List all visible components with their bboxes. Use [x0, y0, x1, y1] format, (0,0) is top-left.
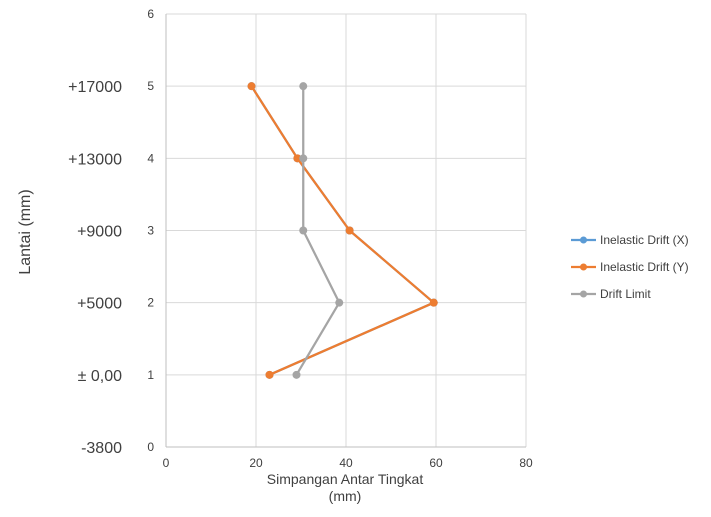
y-tick-label: 0	[147, 440, 154, 454]
legend-item: Inelastic Drift (Y)	[571, 260, 689, 274]
legend-label: Inelastic Drift (Y)	[600, 260, 689, 274]
x-tick-label: 80	[519, 456, 533, 470]
y-tick-label: 3	[147, 224, 154, 238]
floor-label: +5000	[77, 296, 122, 313]
x-axis-label-line: (mm)	[329, 488, 362, 504]
data-point	[265, 370, 274, 379]
data-point	[335, 298, 344, 307]
data-point	[292, 370, 301, 379]
gridlines	[166, 13, 527, 447]
data-point	[247, 82, 256, 91]
floor-label: +9000	[77, 224, 122, 241]
data-point	[429, 298, 438, 307]
data-point	[299, 82, 308, 91]
floor-label: ± 0,00	[78, 368, 122, 385]
series-2	[292, 82, 344, 379]
x-axis-label: Simpangan Antar Tingkat(mm)	[267, 471, 424, 504]
legend: Inelastic Drift (X) Inelastic Drift (Y) Dr…	[571, 233, 689, 301]
x-axis-label-line: Simpangan Antar Tingkat	[267, 471, 424, 487]
floor-label: +13000	[68, 151, 122, 168]
legend-item: Drift Limit	[571, 287, 651, 301]
series	[247, 82, 438, 379]
legend-swatch-marker	[580, 290, 587, 298]
x-tick-label: 20	[249, 456, 263, 470]
legend-label: Drift Limit	[600, 287, 651, 301]
floor-label: +17000	[68, 79, 122, 96]
legend-item: Inelastic Drift (X)	[571, 233, 689, 247]
series-1	[247, 82, 438, 379]
y-tick-label: 2	[147, 296, 154, 310]
y-tick-label: 1	[147, 368, 154, 382]
x-tick-label: 0	[163, 456, 170, 470]
legend-swatch-marker	[580, 236, 587, 244]
floor-labels: -3800 ± 0,00 +5000 +9000 +13000 +17000	[68, 79, 122, 457]
y-tick-label: 6	[147, 7, 154, 21]
axes	[165, 14, 526, 448]
data-point	[299, 226, 308, 235]
data-point	[299, 154, 308, 163]
floor-label: -3800	[81, 440, 122, 457]
legend-swatch-marker	[580, 263, 587, 271]
y-axis-label: Lantai (mm)	[17, 189, 34, 274]
x-tick-label: 60	[429, 456, 443, 470]
data-point	[345, 226, 354, 235]
legend-label: Inelastic Drift (X)	[600, 233, 689, 247]
y-tick-label: 5	[147, 79, 154, 93]
data-point	[293, 154, 302, 163]
y-tick-label: 4	[147, 151, 154, 165]
x-tick-label: 40	[339, 456, 353, 470]
